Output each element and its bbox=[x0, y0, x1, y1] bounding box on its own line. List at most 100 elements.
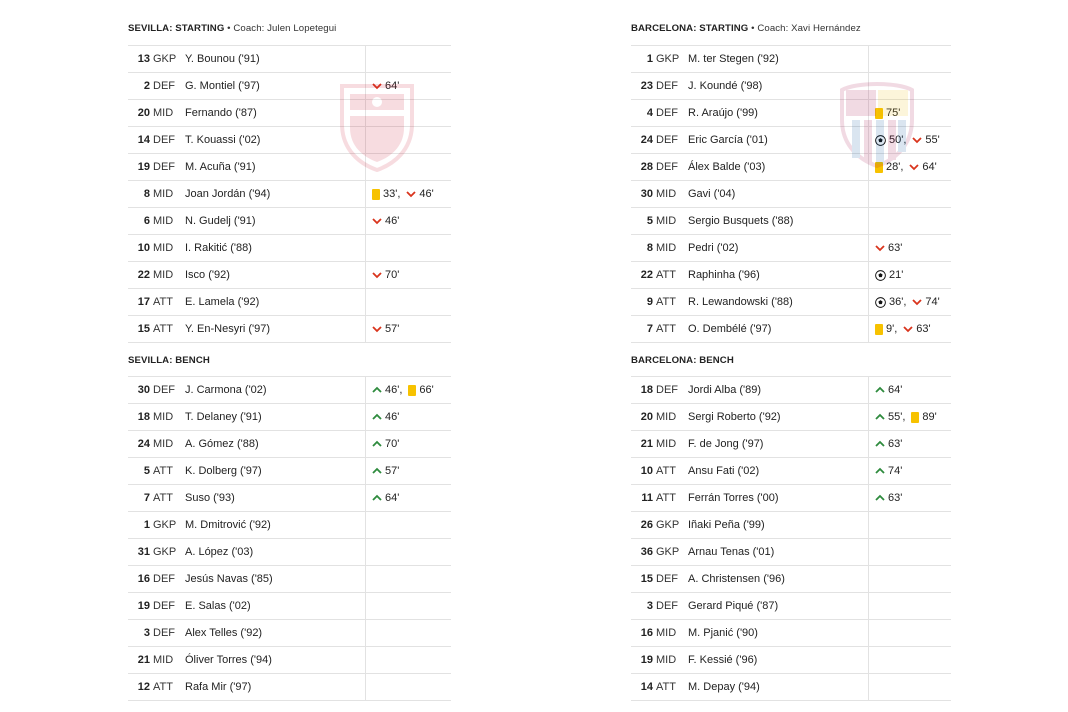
shirt-number: 11 bbox=[641, 492, 653, 504]
player-position: MID bbox=[153, 188, 174, 200]
sub-off-icon bbox=[372, 83, 382, 90]
event-yellow: 28', bbox=[875, 154, 903, 180]
shirt-number: 21 bbox=[137, 654, 150, 666]
player-position: MID bbox=[153, 107, 174, 119]
event-minute: 63' bbox=[916, 323, 931, 335]
player-name: Rafa Mir ('97) bbox=[185, 681, 252, 693]
shirt-number: 26 bbox=[640, 519, 653, 531]
player-position: ATT bbox=[656, 465, 676, 477]
event-goal: 21' bbox=[875, 262, 903, 288]
player-events bbox=[365, 620, 372, 646]
player-position: MID bbox=[153, 411, 174, 423]
player-events: 70' bbox=[365, 431, 399, 457]
player-row: 20 MID Sergi Roberto ('92) 55', 89' bbox=[631, 404, 951, 431]
event-sub-on: 64' bbox=[372, 485, 399, 511]
player-events bbox=[365, 674, 372, 700]
player-position: DEF bbox=[153, 134, 175, 146]
player-name: M. Dmitrović ('92) bbox=[185, 519, 271, 531]
player-events bbox=[365, 235, 372, 261]
player-name: F. de Jong ('97) bbox=[688, 438, 764, 450]
player-position: ATT bbox=[656, 681, 676, 693]
shirt-number: 36 bbox=[640, 546, 653, 558]
player-row: 21 MID Óliver Torres ('94) bbox=[128, 647, 451, 674]
player-position: ATT bbox=[656, 269, 676, 281]
sub-off-icon bbox=[912, 299, 923, 306]
player-row: 19 DEF M. Acuña ('91) bbox=[128, 154, 451, 181]
event-yellow: 66' bbox=[408, 377, 434, 403]
barcelona-bench-title: BARCELONA: BENCH bbox=[631, 355, 734, 366]
sevilla-crest-watermark bbox=[340, 84, 414, 172]
player-row: 14 DEF T. Kouassi ('02) bbox=[128, 127, 451, 154]
shirt-number: 7 bbox=[143, 492, 150, 504]
player-row: 21 MID F. de Jong ('97) 63' bbox=[631, 431, 951, 458]
player-events bbox=[868, 566, 875, 592]
player-name: A. López ('03) bbox=[185, 546, 254, 558]
player-events: 46' bbox=[365, 208, 399, 234]
player-events bbox=[868, 181, 875, 207]
player-row: 18 DEF Jordi Alba ('89) 64' bbox=[631, 377, 951, 404]
player-name: Y. Bounou ('91) bbox=[185, 53, 260, 65]
player-position: MID bbox=[656, 188, 677, 200]
player-position: GKP bbox=[153, 546, 177, 558]
event-yellow: 33', bbox=[372, 181, 400, 207]
event-yellow: 9', bbox=[875, 316, 897, 342]
barcelona-crest-watermark bbox=[840, 82, 914, 168]
event-sub-off: 63' bbox=[903, 316, 931, 342]
player-row: 17 ATT E. Lamela ('92) bbox=[128, 289, 451, 316]
player-events bbox=[365, 512, 372, 538]
event-goal: 36', bbox=[875, 289, 906, 315]
event-sub-off: 74' bbox=[912, 289, 940, 315]
sub-off-icon bbox=[875, 245, 885, 252]
player-position: DEF bbox=[153, 627, 175, 639]
player-name: Isco ('92) bbox=[185, 269, 230, 281]
event-sub-on: 55', bbox=[875, 404, 905, 430]
shirt-number: 7 bbox=[646, 323, 653, 335]
player-position: MID bbox=[656, 654, 677, 666]
player-events: 74' bbox=[868, 458, 902, 484]
player-row: 31 GKP A. López ('03) bbox=[128, 539, 451, 566]
sevilla-starting-label: SEVILLA: STARTING bbox=[128, 23, 225, 34]
sub-on-icon bbox=[372, 413, 382, 420]
sub-off-icon bbox=[406, 191, 417, 198]
sub-on-icon bbox=[372, 386, 382, 393]
player-row: 30 DEF J. Carmona ('02) 46', 66' bbox=[128, 377, 451, 404]
player-name: M. Acuña ('91) bbox=[185, 161, 256, 173]
event-minute: 46' bbox=[385, 411, 400, 423]
barcelona-bench-list: 18 DEF Jordi Alba ('89) 64' 20 MID Sergi Rober… bbox=[631, 376, 951, 701]
event-minute: 46' bbox=[385, 215, 400, 227]
event-sub-off: 63' bbox=[875, 235, 902, 261]
event-sub-off: 57' bbox=[372, 316, 399, 342]
event-goal: 50', bbox=[875, 127, 906, 153]
shirt-number: 6 bbox=[143, 215, 150, 227]
player-events: 57' bbox=[365, 316, 399, 342]
player-events: 46', 66' bbox=[365, 377, 434, 403]
player-row: 36 GKP Arnau Tenas ('01) bbox=[631, 539, 951, 566]
player-position: GKP bbox=[153, 519, 177, 531]
event-yellow: 89' bbox=[911, 404, 937, 430]
player-position: ATT bbox=[656, 492, 676, 504]
sub-off-icon bbox=[912, 137, 923, 144]
sub-on-icon bbox=[372, 467, 382, 474]
yellow-card-icon bbox=[911, 411, 920, 423]
shirt-number: 17 bbox=[137, 296, 150, 308]
player-events bbox=[868, 512, 875, 538]
event-minute: 63' bbox=[888, 242, 903, 254]
shirt-number: 19 bbox=[640, 654, 653, 666]
event-minute: 64' bbox=[385, 80, 400, 92]
player-events bbox=[365, 100, 372, 126]
player-row: 10 MID I. Rakitić ('88) bbox=[128, 235, 451, 262]
player-name: Óliver Torres ('94) bbox=[185, 654, 272, 666]
player-events bbox=[365, 154, 372, 180]
player-name: R. Araújo ('99) bbox=[688, 107, 758, 119]
sub-on-icon bbox=[372, 440, 382, 447]
sub-off-icon bbox=[909, 164, 920, 171]
event-minute: 64' bbox=[888, 384, 903, 396]
event-minute: 63' bbox=[888, 492, 903, 504]
player-name: Raphinha ('96) bbox=[688, 269, 760, 281]
player-name: Arnau Tenas ('01) bbox=[688, 546, 775, 558]
player-row: 3 DEF Alex Telles ('92) bbox=[128, 620, 451, 647]
event-sub-on: 74' bbox=[875, 458, 902, 484]
player-row: 19 DEF E. Salas ('02) bbox=[128, 593, 451, 620]
player-position: DEF bbox=[656, 384, 678, 396]
shirt-number: 19 bbox=[137, 600, 150, 612]
